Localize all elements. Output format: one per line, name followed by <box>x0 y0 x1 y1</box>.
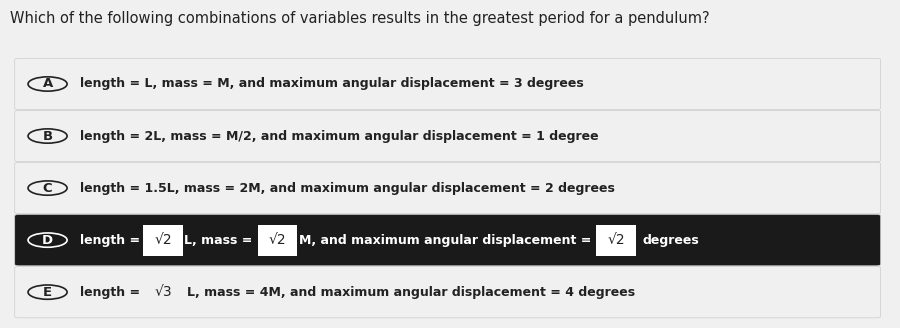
Text: A: A <box>42 77 53 91</box>
Text: √2: √2 <box>269 233 286 247</box>
Text: length = 2L, mass = M/2, and maximum angular displacement = 1 degree: length = 2L, mass = M/2, and maximum ang… <box>79 130 598 143</box>
FancyBboxPatch shape <box>143 225 183 256</box>
Text: length = 1.5L, mass = 2M, and maximum angular displacement = 2 degrees: length = 1.5L, mass = 2M, and maximum an… <box>79 182 615 195</box>
Text: L, mass = 4M, and maximum angular displacement = 4 degrees: L, mass = 4M, and maximum angular displa… <box>187 286 635 298</box>
Text: D: D <box>42 234 53 247</box>
FancyBboxPatch shape <box>14 215 880 266</box>
Text: √2: √2 <box>608 233 625 247</box>
FancyBboxPatch shape <box>14 110 880 162</box>
Text: C: C <box>43 182 52 195</box>
Text: degrees: degrees <box>643 234 699 247</box>
Text: M, and maximum angular displacement =: M, and maximum angular displacement = <box>299 234 596 247</box>
Text: √2: √2 <box>154 233 172 247</box>
Text: L, mass =: L, mass = <box>184 234 257 247</box>
Text: Which of the following combinations of variables results in the greatest period : Which of the following combinations of v… <box>10 11 710 26</box>
FancyBboxPatch shape <box>597 225 635 256</box>
Text: B: B <box>42 130 52 143</box>
Text: length = L, mass = M, and maximum angular displacement = 3 degrees: length = L, mass = M, and maximum angula… <box>79 77 583 91</box>
Text: length =: length = <box>79 286 144 298</box>
FancyBboxPatch shape <box>14 162 880 214</box>
Text: √3: √3 <box>154 285 172 299</box>
FancyBboxPatch shape <box>14 58 880 110</box>
Text: E: E <box>43 286 52 298</box>
FancyBboxPatch shape <box>14 266 880 318</box>
FancyBboxPatch shape <box>258 225 297 256</box>
Text: length =: length = <box>79 234 144 247</box>
